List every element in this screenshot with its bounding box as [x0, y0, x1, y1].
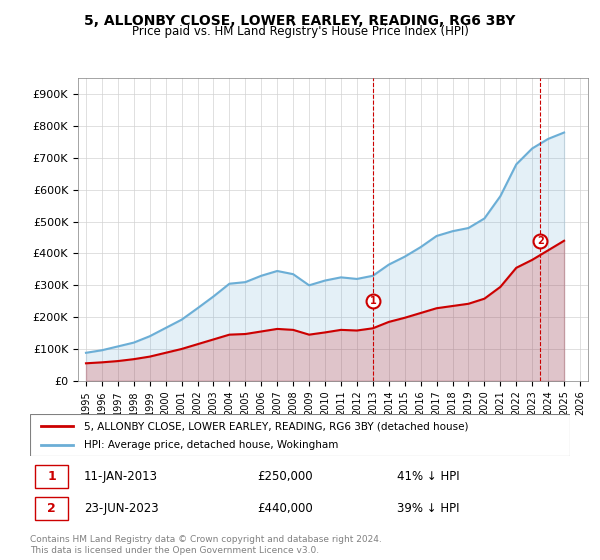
- Text: 5, ALLONBY CLOSE, LOWER EARLEY, READING, RG6 3BY (detached house): 5, ALLONBY CLOSE, LOWER EARLEY, READING,…: [84, 421, 469, 431]
- FancyBboxPatch shape: [35, 465, 68, 488]
- FancyBboxPatch shape: [35, 497, 68, 520]
- Text: 5, ALLONBY CLOSE, LOWER EARLEY, READING, RG6 3BY: 5, ALLONBY CLOSE, LOWER EARLEY, READING,…: [85, 14, 515, 28]
- Text: This data is licensed under the Open Government Licence v3.0.: This data is licensed under the Open Gov…: [30, 546, 319, 555]
- Text: Price paid vs. HM Land Registry's House Price Index (HPI): Price paid vs. HM Land Registry's House …: [131, 25, 469, 38]
- Text: Contains HM Land Registry data © Crown copyright and database right 2024.: Contains HM Land Registry data © Crown c…: [30, 535, 382, 544]
- Text: HPI: Average price, detached house, Wokingham: HPI: Average price, detached house, Woki…: [84, 440, 338, 450]
- Text: £250,000: £250,000: [257, 470, 313, 483]
- Text: 1: 1: [370, 296, 376, 306]
- Text: 23-JUN-2023: 23-JUN-2023: [84, 502, 158, 515]
- Text: 39% ↓ HPI: 39% ↓ HPI: [397, 502, 460, 515]
- Text: £440,000: £440,000: [257, 502, 313, 515]
- Text: 41% ↓ HPI: 41% ↓ HPI: [397, 470, 460, 483]
- Text: 2: 2: [47, 502, 56, 515]
- FancyBboxPatch shape: [30, 414, 570, 456]
- Text: 11-JAN-2013: 11-JAN-2013: [84, 470, 158, 483]
- Text: 2: 2: [537, 236, 544, 246]
- Text: 1: 1: [47, 470, 56, 483]
